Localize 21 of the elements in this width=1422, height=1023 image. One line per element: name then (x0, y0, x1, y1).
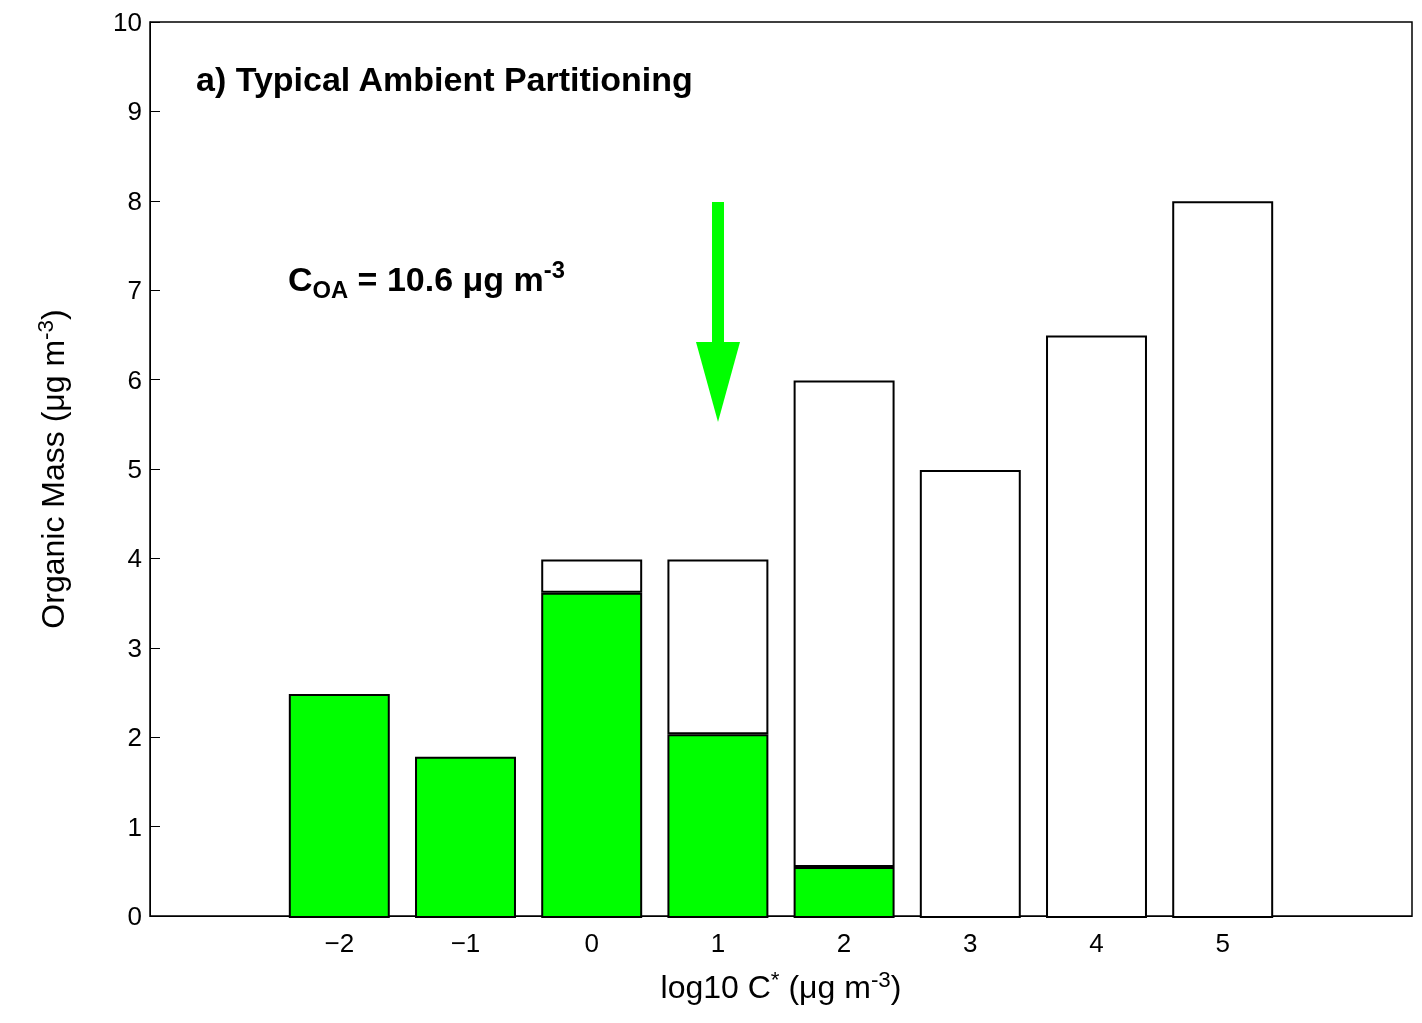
x-tick-label: 4 (1089, 928, 1104, 958)
y-tick-label: 4 (127, 543, 142, 574)
y-tick-label: 8 (127, 185, 142, 216)
x-tick-label: 1 (710, 928, 726, 958)
y-tick-label: 10 (113, 7, 142, 37)
x-tick-label: −2 (324, 928, 355, 958)
y-tick-label: 6 (127, 364, 142, 395)
y-tick-label: 9 (127, 96, 142, 127)
y-axis-title: Organic Mass (μg m-3) (32, 309, 71, 629)
y-tick-label: 3 (127, 632, 142, 663)
y-tick-label: 5 (127, 454, 142, 484)
x-tick-label: −1 (450, 928, 481, 958)
x-tick-label: 2 (836, 928, 852, 958)
y-tick-label: 0 (127, 901, 142, 931)
text: a) Typical Ambient Partitioning (196, 60, 693, 98)
x-tick-label: 5 (1215, 928, 1230, 958)
x-tick-label: 0 (584, 928, 599, 958)
y-tick-label: 2 (127, 722, 142, 753)
y-tick-label: 1 (127, 811, 142, 842)
y-tick-label: 7 (127, 275, 142, 306)
x-tick-label: 3 (963, 928, 978, 958)
